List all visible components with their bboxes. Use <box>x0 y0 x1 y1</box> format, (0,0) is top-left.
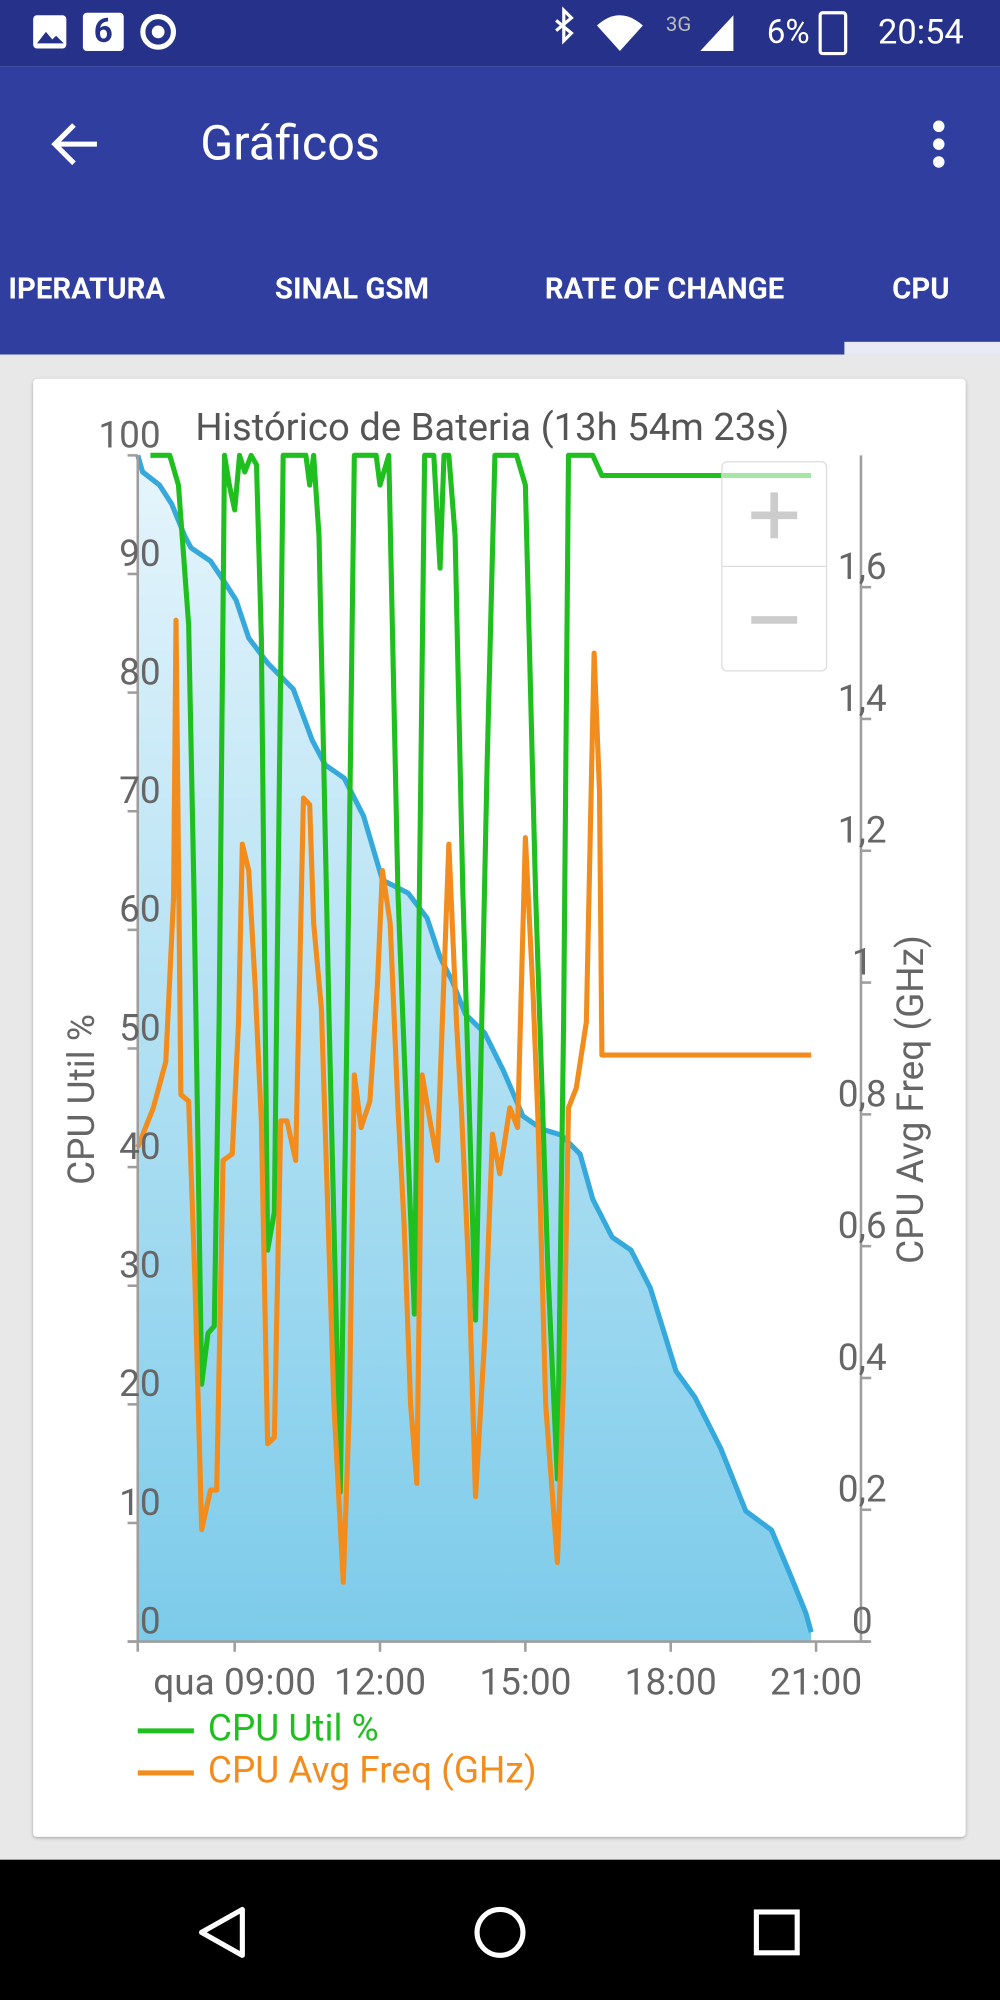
x-tick-label: 18:00 <box>625 1662 717 1705</box>
clock: 20:54 <box>878 13 964 53</box>
y-tick-label: 90 <box>119 533 161 576</box>
y-tick-label: 20 <box>119 1363 161 1406</box>
y2-tick-label: 1,6 <box>838 546 887 589</box>
y2-tick-label: 0,6 <box>838 1205 887 1248</box>
y-tick-label: 50 <box>119 1007 161 1050</box>
tab-indicator <box>844 341 1000 355</box>
tab[interactable]: CPU <box>892 273 949 307</box>
record-icon <box>140 14 177 50</box>
gallery-icon <box>33 15 67 49</box>
nav-recents[interactable] <box>753 1909 800 1956</box>
y-tick-label: 70 <box>119 770 161 813</box>
chart: 0 10 20 30 40 50 60 70 80 90 100 0 0,2 0,4 0,6 0,8 1 1,2 1… <box>98 414 886 1792</box>
y-tick-label: 100 <box>98 414 160 457</box>
badge-icon <box>82 12 124 52</box>
y2-tick-label: 1,2 <box>838 810 887 853</box>
y2-tick-label: 0,2 <box>838 1469 887 1512</box>
y2-axis-label: CPU Avg Freq (GHz) <box>890 935 933 1264</box>
badge-text: 6 <box>94 12 113 51</box>
legend-label: CPU Avg Freq (GHz) <box>208 1750 537 1793</box>
zoom-in[interactable] <box>751 492 798 539</box>
network-type: 3G <box>666 12 691 36</box>
y-tick-label: 80 <box>119 652 161 695</box>
back-button[interactable] <box>51 123 97 166</box>
menu-dot <box>933 120 945 133</box>
y2-tick-label: 0,4 <box>838 1337 887 1380</box>
y-axis-label: CPU Util % <box>61 1014 104 1185</box>
y2-tick-label: 1 <box>852 941 873 984</box>
y-tick-label: 40 <box>119 1126 161 1169</box>
wifi-icon <box>596 15 643 52</box>
tab[interactable]: IPERATURA <box>8 273 165 307</box>
menu-dot <box>933 156 945 168</box>
y2-tick-label: 0,8 <box>838 1073 887 1116</box>
gallery-icon-shape <box>36 31 64 44</box>
legend-label: CPU Util % <box>208 1708 379 1751</box>
y2-tick-label: 1,4 <box>838 678 887 721</box>
y2-tick-label: 0 <box>852 1600 873 1643</box>
nav-home[interactable] <box>474 1906 526 1958</box>
chart-title: Histórico de Bateria (13h 54m 23s) <box>195 406 789 450</box>
tab[interactable]: SINAL GSM <box>275 273 429 307</box>
bluetooth-icon <box>555 6 574 45</box>
x-tick-label: 12:00 <box>334 1662 426 1705</box>
app-bar <box>0 66 1000 355</box>
area-fill <box>137 455 812 1642</box>
y-tick-label: 10 <box>119 1482 161 1525</box>
y-tick-label: 0 <box>140 1600 161 1643</box>
y-tick-label: 60 <box>119 889 161 932</box>
tab[interactable]: RATE OF CHANGE <box>545 273 784 307</box>
battery-icon <box>818 11 848 56</box>
x-tick-label: 15:00 <box>479 1662 571 1705</box>
record-icon-dot <box>151 25 165 39</box>
signal-icon <box>700 15 734 52</box>
menu-dot <box>933 138 945 150</box>
line <box>135 617 812 1585</box>
nav-back[interactable] <box>198 1906 245 1958</box>
x-tick-label: qua 09:00 <box>153 1662 316 1705</box>
zoom-controls <box>721 461 828 672</box>
menu-button[interactable] <box>933 120 945 168</box>
battery-percent: 6% <box>767 13 810 52</box>
navigation-bar <box>0 1859 1000 2000</box>
status-bar <box>0 0 1000 67</box>
x-tick-label: 21:00 <box>770 1662 862 1705</box>
app-title: Gráficos <box>200 114 380 171</box>
line <box>150 452 812 1495</box>
y-tick-label: 30 <box>119 1245 161 1288</box>
